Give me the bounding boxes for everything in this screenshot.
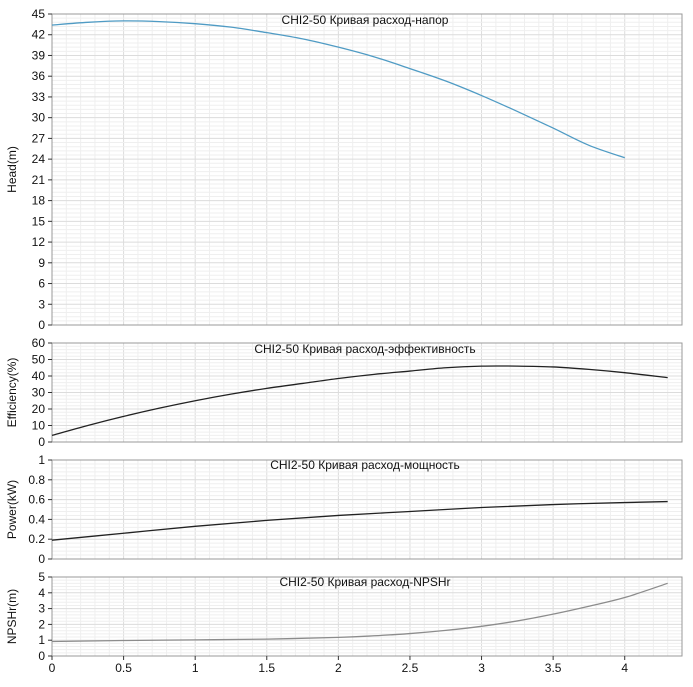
- y-tick-label: 50: [32, 353, 46, 367]
- x-tick-label: 2: [335, 661, 342, 675]
- x-tick-label: 3: [478, 661, 485, 675]
- x-tick-label: 4: [621, 661, 628, 675]
- y-tick-label: 0: [38, 649, 45, 663]
- y-tick-label: 20: [32, 402, 46, 416]
- y-tick-label: 24: [32, 152, 46, 166]
- y-tick-label: 21: [32, 173, 46, 187]
- y-tick-label: 0.2: [28, 532, 45, 546]
- x-tick-label: 2.5: [402, 661, 419, 675]
- y-tick-label: 39: [32, 48, 46, 62]
- y-tick-label: 10: [32, 419, 46, 433]
- y-tick-label: 0.6: [28, 493, 45, 507]
- chart-title: CHI2-50 Кривая расход-мощность: [270, 458, 460, 472]
- x-tick-label: 3.5: [545, 661, 562, 675]
- x-tick-label: 0.5: [115, 661, 132, 675]
- plot-frame: [51, 459, 683, 560]
- y-tick-label: 3: [38, 297, 45, 311]
- y-tick-label: 27: [32, 131, 46, 145]
- y-tick-label: 0.4: [28, 512, 45, 526]
- y-tick-label: 4: [38, 586, 45, 600]
- series-line: [51, 365, 668, 437]
- series-line: [51, 20, 625, 159]
- y-tick-label: 0: [38, 318, 45, 332]
- y-tick-label: 12: [32, 235, 46, 249]
- y-axis-label: Head(m): [5, 146, 19, 193]
- chart-title: CHI2-50 Кривая расход-эффективность: [254, 342, 475, 356]
- y-axis-label: Power(kW): [5, 480, 19, 539]
- y-axis-label: NPSHr(m): [5, 589, 19, 644]
- x-tick-label: 1: [192, 661, 199, 675]
- y-tick-label: 36: [32, 69, 46, 83]
- y-axis-label: Efficiency(%): [5, 358, 19, 428]
- y-tick-label: 40: [32, 369, 46, 383]
- series-line: [51, 582, 668, 643]
- y-tick-label: 0: [38, 552, 45, 566]
- y-tick-label: 30: [32, 111, 46, 125]
- chart-panel-3: 0 0.2 0.4 0.6 0.8 1 Power(kW) CHI2-50 Кривая ра…: [5, 453, 683, 566]
- chart-title: CHI2-50 Кривая расход-NPSHr: [279, 575, 450, 589]
- chart-title: CHI2-50 Кривая расход-напор: [282, 13, 449, 27]
- y-tick-label: 30: [32, 386, 46, 400]
- y-tick-label: 3: [38, 602, 45, 616]
- y-tick-label: 1: [38, 633, 45, 647]
- y-tick-label: 0.8: [28, 473, 45, 487]
- y-tick-label: 9: [38, 256, 45, 270]
- y-tick-label: 6: [38, 277, 45, 291]
- y-tick-label: 0: [38, 435, 45, 449]
- x-tick-label: 1.5: [258, 661, 275, 675]
- series-line: [51, 500, 668, 541]
- y-tick-label: 45: [32, 7, 46, 21]
- plot-frame: [51, 13, 683, 326]
- x-tick-label: 0: [49, 661, 56, 675]
- y-tick-label: 15: [32, 214, 46, 228]
- plot-frame: [51, 576, 683, 657]
- y-tick-label: 2: [38, 617, 45, 631]
- chart-panel-1: 0369121518212427303336394245Head(m)CHI2-…: [5, 7, 683, 332]
- chart-panel-2: 0 10 20 30 40 50 60 Efficiency(%) CHI2-50 Кривая…: [5, 336, 683, 449]
- y-tick-label: 33: [32, 90, 46, 104]
- y-tick-label: 1: [38, 453, 45, 467]
- y-tick-label: 42: [32, 28, 46, 42]
- y-tick-label: 60: [32, 336, 46, 350]
- y-tick-label: 18: [32, 194, 46, 208]
- y-tick-label: 5: [38, 570, 45, 584]
